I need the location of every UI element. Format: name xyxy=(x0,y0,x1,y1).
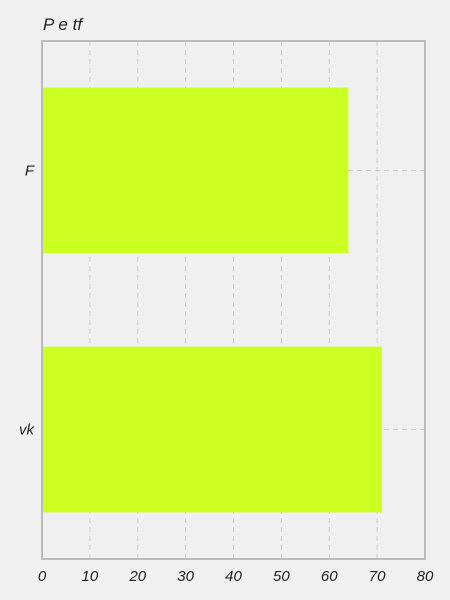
bar-vk xyxy=(42,346,382,513)
x-tick-label: 20 xyxy=(128,568,146,585)
chart-title: P e tf xyxy=(43,15,84,34)
x-tick-label: 30 xyxy=(177,568,194,585)
x-tick-label: 60 xyxy=(321,568,338,585)
x-tick-label: 70 xyxy=(369,568,386,585)
x-tick-label: 40 xyxy=(225,568,242,585)
y-tick-label: F xyxy=(25,163,35,180)
plot-frame xyxy=(41,40,426,560)
bars xyxy=(42,87,382,513)
y-axis-ticks: Fvk xyxy=(19,163,36,439)
x-axis-ticks: 0 10 20 30 40 50 60 70 80 xyxy=(38,568,434,585)
x-tick-label: 80 xyxy=(417,568,434,585)
x-tick-label: 0 xyxy=(38,568,47,585)
x-tick-label: 10 xyxy=(82,568,99,585)
x-tick-label: 50 xyxy=(273,568,290,585)
bar-f xyxy=(42,87,349,254)
y-tick-label: vk xyxy=(19,422,36,439)
